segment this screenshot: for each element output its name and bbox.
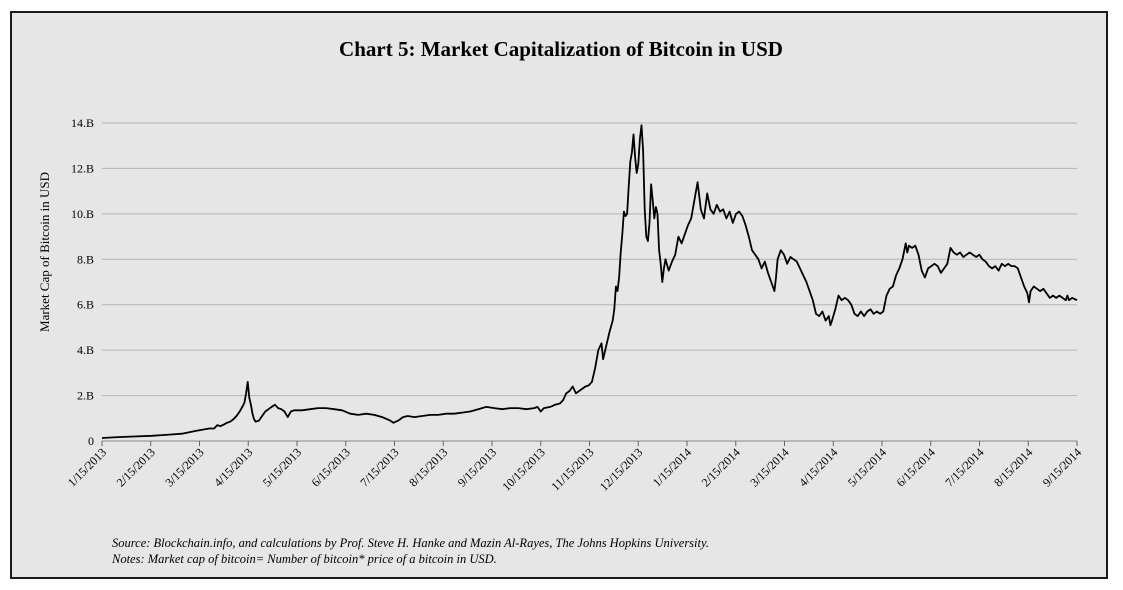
- x-tick-label: 11/15/2013: [548, 445, 596, 493]
- chart-frame: Chart 5: Market Capitalization of Bitcoi…: [10, 11, 1108, 579]
- definition-note: Notes: Market cap of bitcoin= Number of …: [112, 552, 497, 566]
- y-tick-label: 2.B: [77, 389, 94, 403]
- chart-notes: Source: Blockchain.info, and calculation…: [112, 535, 709, 567]
- x-tick-label: 12/15/2013: [597, 445, 646, 494]
- y-tick-label: 14.B: [71, 116, 94, 130]
- y-tick-label: 8.B: [77, 252, 94, 266]
- x-tick-label: 4/15/2014: [796, 445, 840, 489]
- x-tick-label: 7/15/2013: [357, 445, 401, 489]
- y-tick-label: 12.B: [71, 161, 94, 175]
- x-tick-label: 2/15/2013: [114, 445, 158, 489]
- series-line-market-cap: [101, 124, 1078, 439]
- x-tick-label: 8/15/2013: [406, 445, 450, 489]
- x-tick-label: 4/15/2013: [211, 445, 255, 489]
- x-tick-label: 10/15/2013: [499, 445, 548, 494]
- x-tick-label: 3/15/2014: [747, 445, 791, 489]
- x-tick-label: 9/15/2014: [1040, 445, 1084, 489]
- x-tick-label: 6/15/2014: [894, 445, 938, 489]
- source-note: Source: Blockchain.info, and calculation…: [112, 536, 709, 550]
- x-tick-label: 9/15/2013: [455, 445, 499, 489]
- y-tick-label: 10.B: [71, 207, 94, 221]
- x-tick-label: 1/15/2014: [650, 445, 694, 489]
- x-tick-label: 2/15/2014: [699, 445, 743, 489]
- y-tick-label: 4.B: [77, 343, 94, 357]
- chart-canvas: 02.B4.B6.B8.B10.B12.B14.B1/15/2013 2/15/2…: [65, 116, 1084, 494]
- chart-title: Chart 5: Market Capitalization of Bitcoi…: [339, 37, 783, 61]
- y-tick-label: 0: [88, 434, 94, 448]
- x-tick-label: 5/15/2014: [845, 445, 889, 489]
- x-tick-label: 3/15/2013: [162, 445, 206, 489]
- x-tick-label: 5/15/2013: [260, 445, 304, 489]
- x-tick-label: 7/15/2014: [942, 445, 986, 489]
- y-tick-label: 6.B: [77, 298, 94, 312]
- x-tick-label: 8/15/2014: [991, 445, 1035, 489]
- x-tick-label: 1/15/2013: [65, 445, 109, 489]
- x-tick-label: 6/15/2013: [309, 445, 353, 489]
